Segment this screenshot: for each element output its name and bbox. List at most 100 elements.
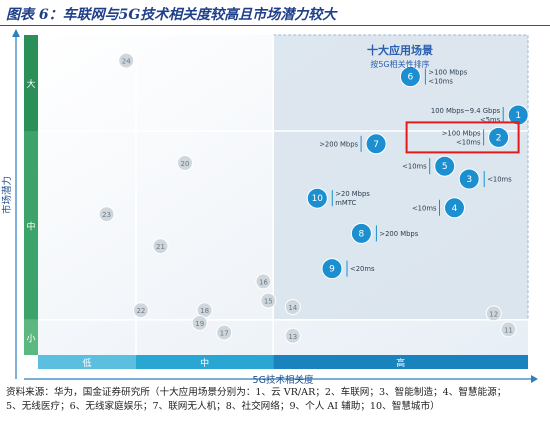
x-axis-arrow <box>531 375 538 383</box>
point-marker <box>260 292 277 309</box>
chart-header: 十大应用场景 按5G相关性排序 <box>367 43 433 69</box>
point-id-label: 8 <box>359 229 365 239</box>
y-tick-label: 中 <box>26 220 35 232</box>
data-point-24: 24 <box>118 52 135 69</box>
y-tick-label: 大 <box>26 78 35 90</box>
scenario-scatter-chart: 小中大低中高5G技术相关度市场潜力 100 Mbps~9.4 Gbps<5ms>… <box>1 29 538 385</box>
point-marker <box>500 321 517 338</box>
point-callout-6: >100 Mbps <box>428 69 467 77</box>
point-callout-10: >20 Mbps <box>335 190 370 198</box>
point-marker <box>177 155 193 171</box>
point-callout-7: >200 Mbps <box>319 140 358 148</box>
y-band-2 <box>24 35 38 131</box>
data-point-6: 6 <box>399 66 421 88</box>
chart-title: 十大应用场景 <box>367 43 433 57</box>
data-point-10: 10 <box>306 187 328 209</box>
x-tick-label: 低 <box>82 357 91 369</box>
point-marker <box>350 222 372 244</box>
axis-layer: 小中大低中高5G技术相关度市场潜力 <box>1 29 538 385</box>
point-marker <box>118 52 135 69</box>
point-id-label: 2 <box>496 133 502 143</box>
point-id-label: 15 <box>264 298 273 306</box>
chart-subtitle: 按5G相关性排序 <box>370 59 429 69</box>
x-band-0 <box>38 355 136 369</box>
point-id-label: 24 <box>122 58 131 66</box>
point-marker <box>321 258 343 280</box>
point-callout-1: <5ms <box>480 116 501 124</box>
point-marker <box>434 155 456 177</box>
point-marker <box>306 187 328 209</box>
data-point-3: 3 <box>458 168 480 190</box>
point-marker <box>98 206 115 223</box>
point-callout-6: <10ms <box>428 78 453 86</box>
title-divider <box>0 25 550 26</box>
point-callout-3: <10ms <box>487 176 512 184</box>
point-callout-2: <10ms <box>456 138 481 146</box>
point-marker <box>191 315 208 331</box>
data-point-2: 2 <box>488 126 510 148</box>
data-point-20: 20 <box>177 155 193 171</box>
callout-layer: 100 Mbps~9.4 Gbps<5ms>100 Mbps<10ms<10ms… <box>319 68 512 277</box>
data-point-5: 5 <box>434 155 456 177</box>
x-band-2 <box>273 355 528 369</box>
point-marker <box>284 299 301 315</box>
x-axis-label: 5G技术相关度 <box>253 374 314 385</box>
point-callout-8: >200 Mbps <box>379 230 418 238</box>
point-marker <box>152 238 169 255</box>
point-id-label: 20 <box>181 160 190 168</box>
point-id-label: 12 <box>489 310 498 318</box>
point-id-label: 3 <box>466 175 472 185</box>
point-id-label: 4 <box>452 204 458 214</box>
y-band-0 <box>24 319 38 355</box>
point-callout-10: mMTC <box>335 199 356 207</box>
point-id-label: 5 <box>442 162 448 172</box>
data-point-9: 9 <box>321 258 343 280</box>
data-point-15: 15 <box>260 292 277 309</box>
figure-title-bar: 图表 6：车联网与5G技术相关度较高且市场潜力较大 <box>0 0 550 26</box>
point-id-label: 13 <box>288 333 297 341</box>
top10-quadrant <box>273 35 528 320</box>
source-note: 资料来源：华为，国金证券研究所（十大应用场景分别为：1、云 VR/AR；2、车联… <box>6 386 546 414</box>
point-id-label: 18 <box>200 307 209 315</box>
y-band-1 <box>24 131 38 320</box>
point-marker <box>255 273 272 290</box>
point-id-label: 11 <box>504 326 513 334</box>
data-point-16: 16 <box>255 273 272 290</box>
point-id-label: 22 <box>136 307 145 315</box>
data-point-23: 23 <box>98 206 115 223</box>
point-id-label: 7 <box>373 140 379 150</box>
point-callout-9: <20ms <box>350 265 375 273</box>
point-id-label: 9 <box>329 265 335 275</box>
point-id-label: 19 <box>195 320 204 328</box>
data-point-22: 22 <box>132 302 149 319</box>
data-point-7: 7 <box>365 133 387 155</box>
data-point-4: 4 <box>444 197 465 219</box>
y-tick-label: 小 <box>26 333 35 344</box>
data-point-12: 12 <box>485 305 502 322</box>
point-callout-4: <10ms <box>412 204 437 212</box>
point-id-label: 6 <box>408 73 414 83</box>
data-point-19: 19 <box>191 315 208 331</box>
data-point-14: 14 <box>284 299 301 315</box>
point-marker <box>458 168 480 190</box>
point-id-label: 23 <box>102 211 111 219</box>
y-axis-label: 市场潜力 <box>1 176 13 214</box>
point-callout-5: <10ms <box>402 163 427 171</box>
data-point-8: 8 <box>350 222 372 244</box>
x-band-1 <box>136 355 274 369</box>
point-marker <box>399 66 421 88</box>
data-point-21: 21 <box>152 238 169 255</box>
highlight-box <box>405 121 520 154</box>
source-line-2: 5、无线医疗；6、无线家庭娱乐；7、联网无人机；8、社交网络；9、个人 AI 辅… <box>6 401 440 412</box>
data-point-13: 13 <box>284 327 301 344</box>
x-tick-label: 中 <box>200 357 209 369</box>
point-id-label: 10 <box>312 194 324 204</box>
point-id-label: 14 <box>288 304 297 312</box>
data-point-17: 17 <box>216 324 233 341</box>
data-point-11: 11 <box>500 321 517 338</box>
figure-title: 图表 6：车联网与5G技术相关度较高且市场潜力较大 <box>6 7 337 23</box>
point-id-label: 1 <box>515 111 521 121</box>
point-marker <box>365 133 387 155</box>
point-marker <box>485 305 502 322</box>
